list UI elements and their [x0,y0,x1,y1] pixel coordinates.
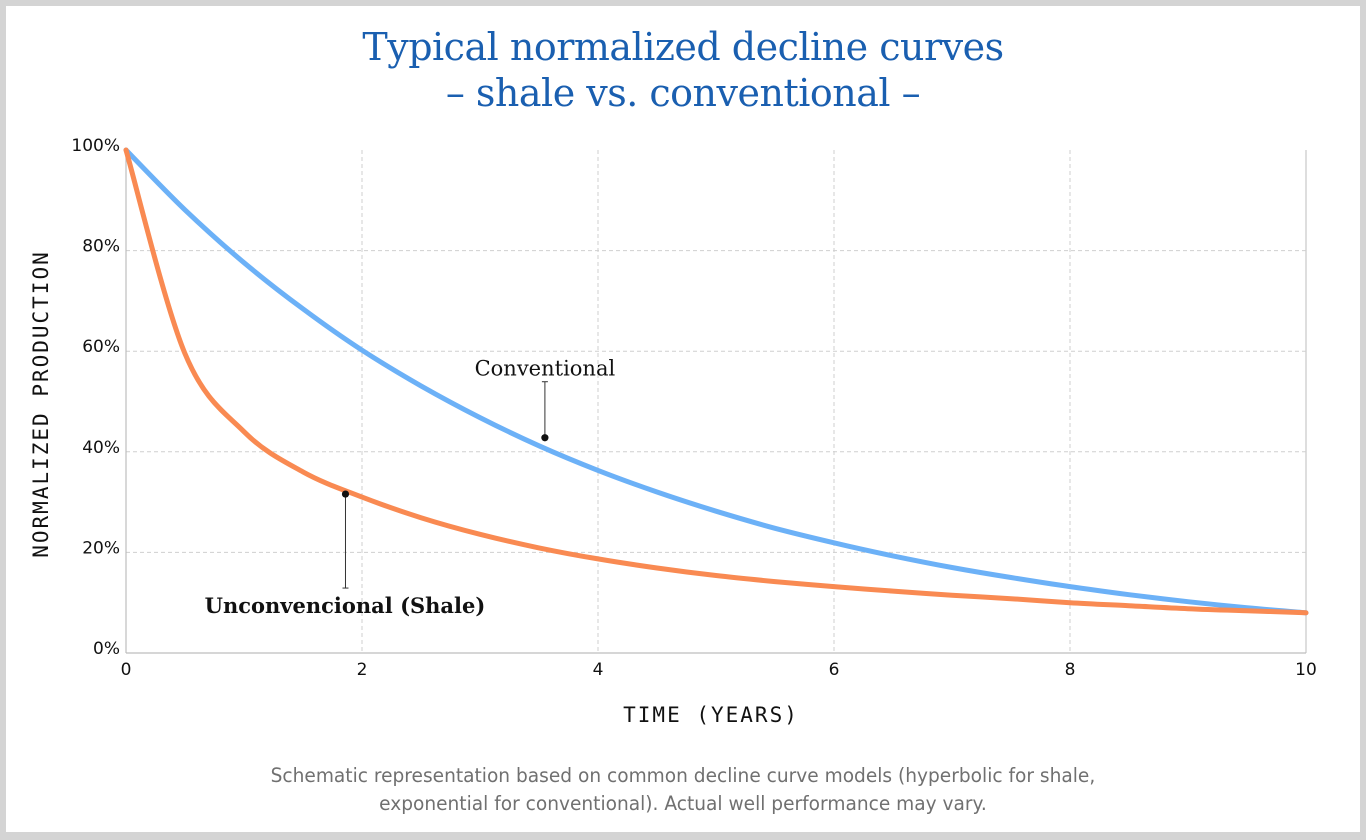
x-tick-label-10: 10 [1295,660,1317,680]
x-tick-label-0: 0 [121,660,132,680]
footnote: Schematic representation based on common… [0,762,1366,818]
shale-label: Unconvencional (Shale) [205,593,486,618]
chart-title-line-2: – shale vs. conventional – [445,71,921,115]
x-tick-label-6: 6 [829,660,840,680]
conventional-marker-dot [541,434,549,442]
y-tick-label-60: 60% [82,337,120,357]
y-axis-title: NORMALIZED PRODUCTION [29,250,53,558]
chart-title-line-1: Typical normalized decline curves [362,25,1004,69]
conventional-label: Conventional [475,357,616,381]
y-tick-label-100: 100% [71,136,120,156]
axes [125,150,1306,654]
chart-title: Typical normalized decline curves – shal… [0,24,1366,116]
shale-marker-dot [341,490,350,498]
x-tick-label-4: 4 [593,660,604,680]
grid [126,150,1307,653]
tick-labels: 0 2 4 6 8 100%20%40%60%80%100% [71,136,1316,680]
annotations: Conventional Unconvencional (Shale) [205,357,616,618]
x-tick-label-8: 8 [1065,660,1076,680]
shale-line [123,147,1309,616]
footnote-line-2: exponential for conventional). Actual we… [379,792,987,815]
y-tick-label-40: 40% [82,438,120,458]
x-tick-label-2: 2 [357,660,368,680]
y-tick-label-20: 20% [82,538,120,558]
conventional-line [123,147,1309,616]
footnote-line-1: Schematic representation based on common… [270,764,1096,787]
series-lines [123,147,1309,616]
y-tick-label-80: 80% [82,237,120,257]
y-tick-label-0: 0% [93,639,120,659]
x-axis-title: TIME (YEARS) [623,703,799,727]
